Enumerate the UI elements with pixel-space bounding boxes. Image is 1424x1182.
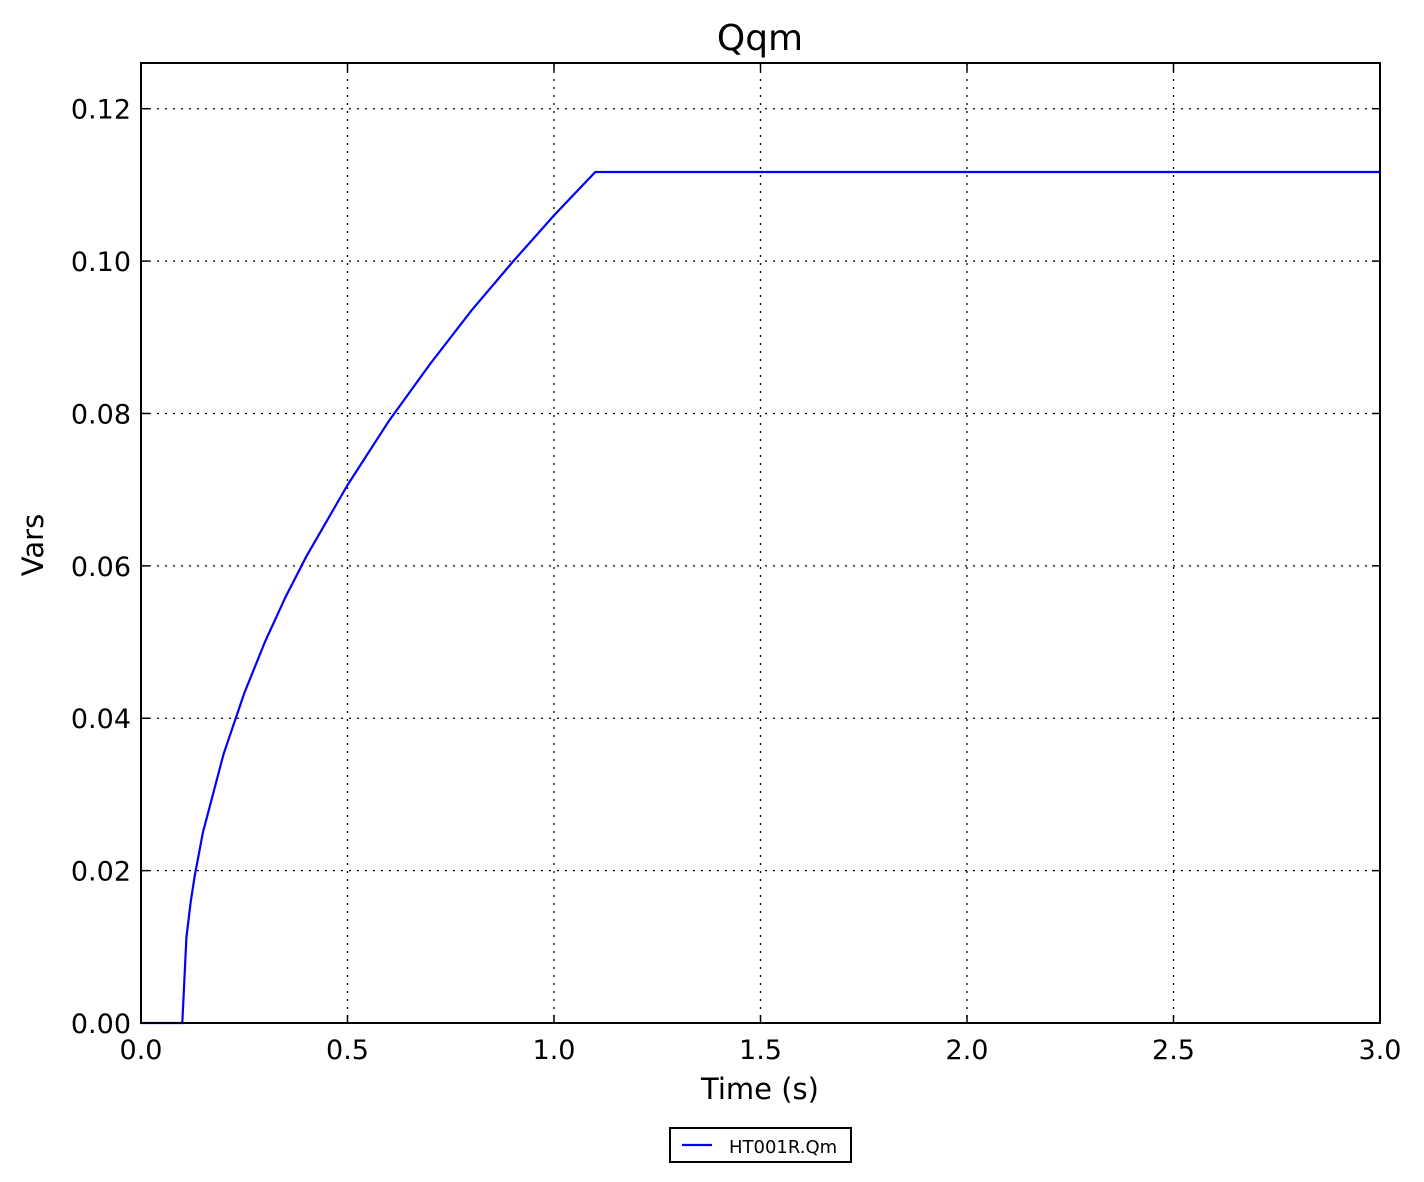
x-tick-label: 0.0 bbox=[120, 1035, 163, 1066]
y-axis-label: Vars bbox=[16, 514, 50, 576]
y-tick-label: 0.06 bbox=[71, 552, 131, 583]
y-tick-label: 0.02 bbox=[71, 857, 131, 888]
x-tick-label: 2.5 bbox=[1152, 1035, 1195, 1066]
ticks: 0.0 0.5 1.0 1.5 2.0 2.5 3.0 0.00 0.02 0.04 0.06 0.0… bbox=[71, 63, 1402, 1066]
x-tick-label: 0.5 bbox=[326, 1035, 369, 1066]
x-tick-label: 3.0 bbox=[1359, 1035, 1402, 1066]
series-line-HT001R.Qm bbox=[141, 170, 1380, 1025]
x-axis-label: Time (s) bbox=[700, 1072, 819, 1106]
y-tick-label: 0.08 bbox=[71, 399, 131, 430]
chart-title: Qqm bbox=[717, 18, 803, 59]
x-tick-label: 1.5 bbox=[739, 1035, 782, 1066]
plot-frame bbox=[140, 62, 1381, 1024]
y-tick-label: 0.10 bbox=[71, 247, 131, 278]
x-tick-label: 2.0 bbox=[946, 1035, 989, 1066]
legend-label: HT001R.Qm bbox=[729, 1137, 837, 1158]
grid bbox=[140, 63, 1381, 1024]
y-tick-label: 0.12 bbox=[71, 95, 131, 126]
y-tick-label: 0.00 bbox=[71, 1009, 131, 1040]
x-tick-label: 1.0 bbox=[533, 1035, 576, 1066]
y-tick-label: 0.04 bbox=[71, 704, 131, 735]
legend: HT001R.Qm bbox=[669, 1127, 852, 1163]
